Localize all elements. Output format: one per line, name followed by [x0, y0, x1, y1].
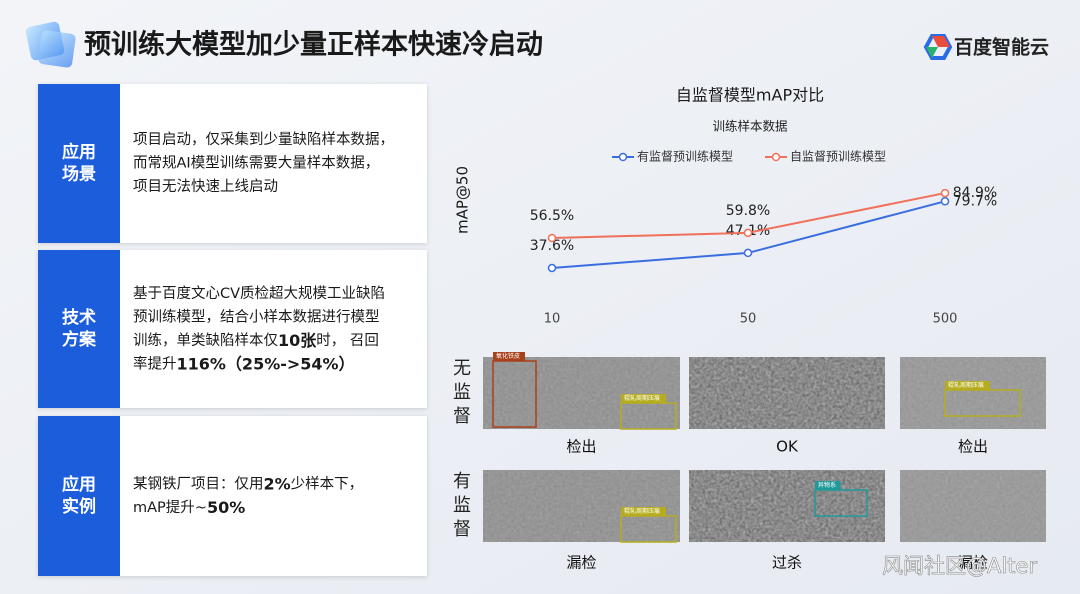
- defect-tag: 氧化铁皮: [496, 352, 520, 360]
- title: 预训练大模型加少量正样本快速冷启动: [84, 29, 543, 61]
- defect-tag-bg: [621, 507, 666, 516]
- sample-caption: 过杀: [772, 554, 802, 572]
- content: 应用场景项目启动，仅采集到少量缺陷样本数据，而常规AI模型训练需要大量样本数据，…: [38, 84, 1046, 576]
- sample-texture: [689, 357, 885, 429]
- panel-text: 而常规AI模型训练需要大量样本数据，: [133, 155, 379, 172]
- panel-text: 10张: [278, 330, 317, 349]
- data-point: [547, 263, 557, 273]
- panel-text: 某钢铁厂项目：仅用: [133, 475, 264, 492]
- x-tick-label: 10: [544, 312, 561, 327]
- panel-label: 应用: [62, 142, 96, 163]
- defect-tag-bg: [621, 394, 666, 403]
- sample-row-label: 监: [453, 495, 471, 516]
- panel-text: 预训练模型，结合小样本数据进行模型: [133, 308, 380, 325]
- sample-texture: [689, 470, 885, 542]
- panel-text: 少样本下，: [291, 475, 364, 492]
- data-point: [940, 188, 950, 198]
- panel-text: 项目无法快速上线启动: [133, 178, 278, 195]
- panel-text: mAP提升~: [133, 499, 207, 516]
- panel-label-cell: [38, 250, 120, 408]
- panel-line: 某钢铁厂项目：仅用2%少样本下，: [133, 474, 363, 493]
- defect-box: [814, 489, 868, 517]
- panel-line: 基于百度文心CV质检超大规模工业缺陷: [133, 285, 385, 302]
- defect-tag: 辊轧周期压痕: [624, 507, 660, 515]
- sample-texture: [483, 357, 680, 429]
- y-axis-label: mAP@50: [454, 166, 472, 234]
- panel-line: 项目无法快速上线启动: [133, 178, 278, 195]
- watermark: 风闻社区@Alter: [882, 554, 1037, 578]
- panel-text: 时， 召回: [316, 332, 379, 349]
- data-point: [547, 233, 557, 243]
- panel-line: 预训练模型，结合小样本数据进行模型: [133, 308, 380, 325]
- panel-line: 训练，单类缺陷样本仅10张时， 召回: [133, 330, 379, 349]
- legend-label: 有监督预训练模型: [637, 149, 733, 164]
- panel-text: 率提升: [133, 355, 177, 372]
- defect-tag: 辊轧周期压痕: [624, 394, 660, 402]
- data-label: 79.7%: [953, 193, 997, 209]
- panel-text: 基于百度文心CV质检超大规模工业缺陷: [133, 285, 385, 302]
- panel-label: 技术: [62, 307, 96, 328]
- sample-caption: OK: [776, 438, 799, 456]
- panel-line: 率提升116%（25%->54%）: [133, 354, 355, 373]
- data-point: [743, 248, 753, 258]
- data-label: 84.9%: [953, 185, 997, 201]
- defect-tag: 辊轧周期压痕: [948, 381, 984, 389]
- chart-subtitle: 训练样本数据: [712, 119, 787, 134]
- data-label: 56.5%: [530, 208, 574, 224]
- panel-label: 场景: [62, 165, 96, 185]
- sample-row-label: 督: [453, 519, 471, 540]
- data-point: [940, 197, 950, 206]
- panel-text: 50%: [207, 497, 245, 516]
- panel-line: 项目启动，仅采集到少量缺陷样本数据，: [133, 131, 394, 148]
- legend-marker: [618, 152, 628, 162]
- defect-tag-bg: [815, 481, 841, 490]
- logo: 百度智能云: [954, 36, 1049, 59]
- defect-tag: 异物系: [818, 481, 836, 489]
- panel-text: 116%（25%->54%）: [177, 354, 355, 373]
- chart-title: 自监督模型mAP对比: [676, 86, 824, 105]
- defect-tag-bg: [945, 381, 990, 390]
- data-label: 37.6%: [530, 238, 574, 254]
- panel-label-cell: [38, 416, 120, 576]
- panel-text: 2%: [264, 474, 291, 493]
- sample-caption: 漏检: [958, 554, 988, 572]
- panel-line: 而常规AI模型训练需要大量样本数据，: [133, 155, 379, 172]
- data-point: [743, 228, 753, 238]
- sample-row-label: 督: [453, 406, 471, 427]
- x-tick-label: 50: [740, 312, 757, 327]
- legend-marker: [771, 152, 781, 162]
- panel-label: 应用: [62, 474, 96, 495]
- sample-texture: [900, 470, 1046, 542]
- sample-caption: 漏检: [566, 554, 596, 572]
- sample-row-label: 无: [453, 358, 471, 379]
- x-tick-label: 500: [933, 312, 958, 327]
- sample-texture: [900, 357, 1046, 429]
- panel-text: 训练，单类缺陷样本仅: [133, 332, 278, 349]
- panel-label: 方案: [62, 329, 97, 350]
- logo-icon: [923, 34, 953, 60]
- panel-label: 实例: [62, 496, 96, 517]
- panel-text: 项目启动，仅采集到少量缺陷样本数据，: [133, 131, 394, 148]
- legend-label: 自监督预训练模型: [790, 149, 886, 164]
- panel-label-cell: [38, 84, 120, 243]
- panel-line: mAP提升~50%: [133, 497, 245, 516]
- sample-row-label: 监: [453, 382, 471, 403]
- sample-caption: 检出: [566, 438, 596, 456]
- sample-texture: [483, 470, 680, 542]
- data-label: 59.8%: [726, 203, 770, 219]
- sample-row-label: 有: [453, 471, 471, 492]
- sample-caption: 检出: [958, 438, 988, 456]
- header-icon: [25, 21, 76, 68]
- defect-tag-bg: [493, 352, 525, 361]
